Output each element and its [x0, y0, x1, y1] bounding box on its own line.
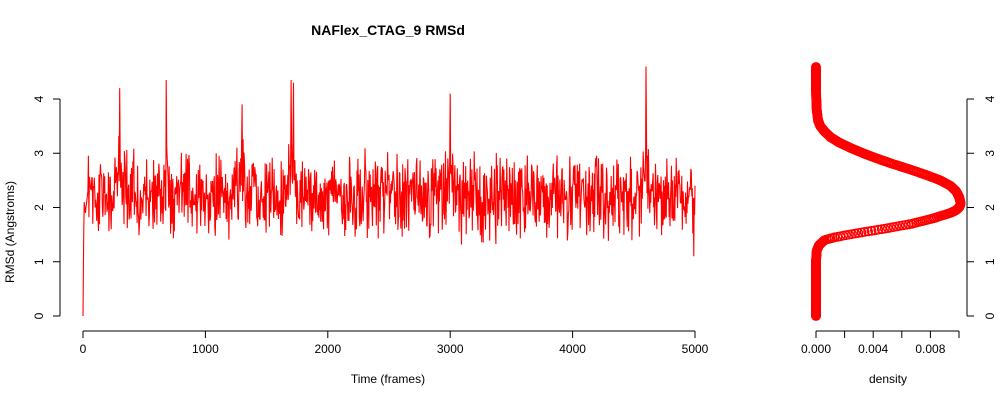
density-y-tick-label: 4 — [983, 95, 997, 102]
density-y-tick-label: 1 — [983, 258, 997, 265]
x-tick-label: 1000 — [192, 342, 219, 356]
density-y-tick-label: 0 — [983, 312, 997, 319]
density-y-tick-label: 2 — [983, 204, 997, 211]
density-point — [863, 226, 873, 237]
x-tick-label: 2000 — [314, 342, 341, 356]
y-tick-label: 2 — [32, 204, 46, 211]
rmsd-series-line — [82, 66, 696, 317]
density-point — [873, 224, 884, 235]
x-tick-label: 0 — [80, 342, 87, 356]
chart-title: NAFlex_CTAG_9 RMSd — [311, 22, 465, 38]
rmsd-axes: 0 1000 2000 3000 4000 5000 0 1 2 3 4 — [32, 95, 709, 356]
density-point — [870, 225, 880, 236]
y-tick-label: 1 — [32, 258, 46, 265]
y-axis-label: RMSd (Angstroms) — [3, 181, 17, 283]
x-tick-label: 4000 — [559, 342, 586, 356]
y-tick-label: 3 — [32, 150, 46, 157]
density-point — [866, 225, 877, 236]
x-tick-label: 3000 — [437, 342, 464, 356]
x-axis-label: Time (frames) — [351, 372, 425, 386]
density-x-tick-label: 0.004 — [858, 342, 888, 356]
rmsd-series — [82, 66, 696, 317]
x-tick-label: 5000 — [682, 342, 709, 356]
density-x-tick-label: 0.000 — [801, 342, 831, 356]
density-axis-label: density — [869, 372, 907, 386]
density-point — [859, 226, 870, 237]
density-x-tick-label: 0.008 — [915, 342, 945, 356]
density-point — [811, 62, 821, 72]
y-tick-label: 0 — [32, 312, 46, 319]
density-series — [811, 62, 966, 321]
y-tick-label: 4 — [32, 95, 46, 102]
density-axes: 0.000 0.004 0.008 0 1 2 3 4 — [801, 95, 997, 356]
density-y-tick-label: 3 — [983, 150, 997, 157]
